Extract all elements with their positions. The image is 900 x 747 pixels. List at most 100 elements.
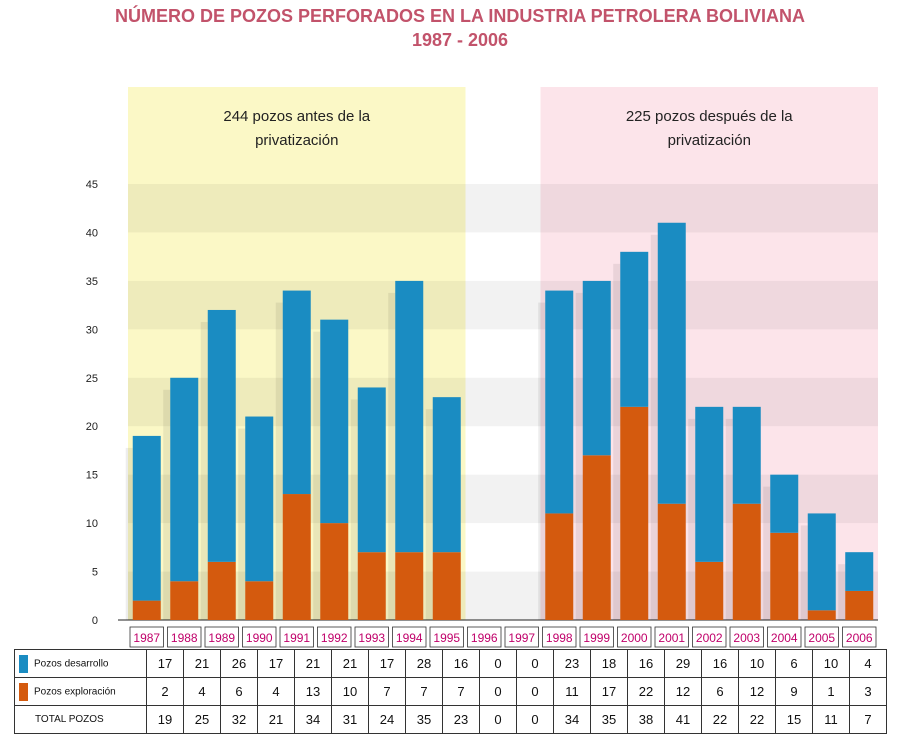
- table-cell: 16: [701, 649, 739, 678]
- bar-exploracion: [245, 581, 274, 620]
- bar-exploracion: [395, 552, 424, 620]
- row-label: Pozos desarrollo: [14, 649, 147, 678]
- year-label-box: [129, 626, 164, 648]
- year-label-box: [654, 626, 689, 648]
- table-cell: 11: [812, 705, 850, 734]
- year-label-box: [767, 626, 802, 648]
- year-label-box: [729, 626, 764, 648]
- bar-desarrollo: [582, 280, 611, 456]
- bar-shadow: [350, 399, 358, 620]
- x-tick-label: 1998: [546, 631, 573, 645]
- bar-exploracion: [320, 523, 349, 620]
- legend-swatch: [19, 654, 28, 673]
- bar-exploracion: [657, 503, 686, 620]
- year-label-box: [804, 626, 839, 648]
- x-tick-label: 1990: [246, 631, 273, 645]
- bar-shadow: [613, 263, 621, 620]
- table-cell: 22: [738, 705, 776, 734]
- table-cell: 7: [849, 705, 887, 734]
- bar-shadow: [238, 428, 246, 620]
- table-cell: 7: [368, 677, 406, 706]
- bar-shadow: [650, 234, 658, 620]
- row-exploracion: Pozos exploración 2 4 6 4 13 10 7 7 7 0 0 11 17 22 12 6 1…: [14, 677, 887, 706]
- row-desarrollo: Pozos desarrollo 17 21 26 17 21 21 17 28 16 0 0 23 18…: [14, 649, 887, 678]
- table-cell: 0: [479, 677, 517, 706]
- bar-exploracion: [432, 552, 461, 620]
- table-cell: 23: [442, 705, 480, 734]
- table-cell: 28: [405, 649, 443, 678]
- table-cell: 10: [812, 649, 850, 678]
- bar-shadow: [388, 292, 396, 620]
- year-label-box: [392, 626, 427, 648]
- x-tick-label: 2003: [733, 631, 760, 645]
- row-label-text: Pozos exploración: [34, 686, 116, 698]
- table-cell: 4: [849, 649, 887, 678]
- bar-desarrollo: [807, 513, 836, 611]
- bar-exploracion: [207, 561, 236, 620]
- bar-desarrollo: [432, 397, 461, 553]
- table-cell: 9: [775, 677, 813, 706]
- bar-shadow: [163, 389, 171, 620]
- bar-desarrollo: [395, 280, 424, 553]
- table-cell: 2: [146, 677, 184, 706]
- year-label-box: [279, 626, 314, 648]
- table-cell: 16: [627, 649, 665, 678]
- table-cell: 12: [738, 677, 776, 706]
- table-cell: 12: [664, 677, 702, 706]
- annotation-line1: 225 pozos después de la: [626, 108, 793, 125]
- x-tick-label: 2004: [771, 631, 798, 645]
- y-tick-label: 35: [86, 276, 98, 288]
- bar-shadow: [538, 302, 546, 620]
- bar-exploracion: [732, 503, 761, 620]
- year-label-box: [354, 626, 389, 648]
- row-label-text: Pozos desarrollo: [34, 658, 109, 670]
- table-cell: 1: [812, 677, 850, 706]
- bar-desarrollo: [620, 251, 649, 407]
- table-cell: 11: [553, 677, 591, 706]
- year-label-box: [317, 626, 352, 648]
- x-tick-label: 1993: [358, 631, 385, 645]
- year-label-box: [542, 626, 577, 648]
- bar-shadow: [763, 486, 771, 620]
- table-cell: 35: [590, 705, 628, 734]
- bar-shadow: [425, 409, 433, 620]
- bar-exploracion: [170, 581, 199, 620]
- year-label-box: [579, 626, 614, 648]
- x-tick-label: 1991: [283, 631, 310, 645]
- table-cell: 25: [183, 705, 221, 734]
- x-tick-label: 1995: [433, 631, 460, 645]
- table-cell: 4: [183, 677, 221, 706]
- table-cell: 16: [442, 649, 480, 678]
- row-label: TOTAL POZOS: [14, 705, 147, 734]
- bar-exploracion: [545, 513, 574, 620]
- bar-desarrollo: [320, 319, 349, 524]
- y-tick-label: 0: [92, 615, 98, 627]
- bar-exploracion: [357, 552, 386, 620]
- table-cell: 6: [775, 649, 813, 678]
- grid-band: [128, 377, 878, 427]
- table-cell: 24: [368, 705, 406, 734]
- chart-title: NÚMERO DE POZOS PERFORADOS EN LA INDUSTR…: [114, 6, 806, 26]
- x-tick-label: 2000: [621, 631, 648, 645]
- table-cell: 17: [146, 649, 184, 678]
- bar-desarrollo: [132, 435, 161, 601]
- table-cell: 17: [590, 677, 628, 706]
- year-label-box: [242, 626, 277, 648]
- x-tick-label: 1987: [133, 631, 160, 645]
- bar-shadow: [688, 418, 696, 620]
- bar-shadow: [800, 525, 808, 620]
- grid-band: [128, 184, 878, 233]
- bar-exploracion: [807, 610, 836, 620]
- bar-desarrollo: [695, 406, 724, 562]
- bar-exploracion: [132, 600, 161, 620]
- table-cell: 29: [664, 649, 702, 678]
- table-cell: 41: [664, 705, 702, 734]
- y-tick-label: 25: [86, 373, 98, 385]
- bar-exploracion: [770, 532, 799, 620]
- y-tick-label: 45: [86, 179, 98, 191]
- x-tick-label: 2002: [696, 631, 723, 645]
- x-tick-label: 1997: [508, 631, 535, 645]
- table-cell: 0: [479, 649, 517, 678]
- bar-shadow: [838, 564, 846, 620]
- table-cell: 6: [701, 677, 739, 706]
